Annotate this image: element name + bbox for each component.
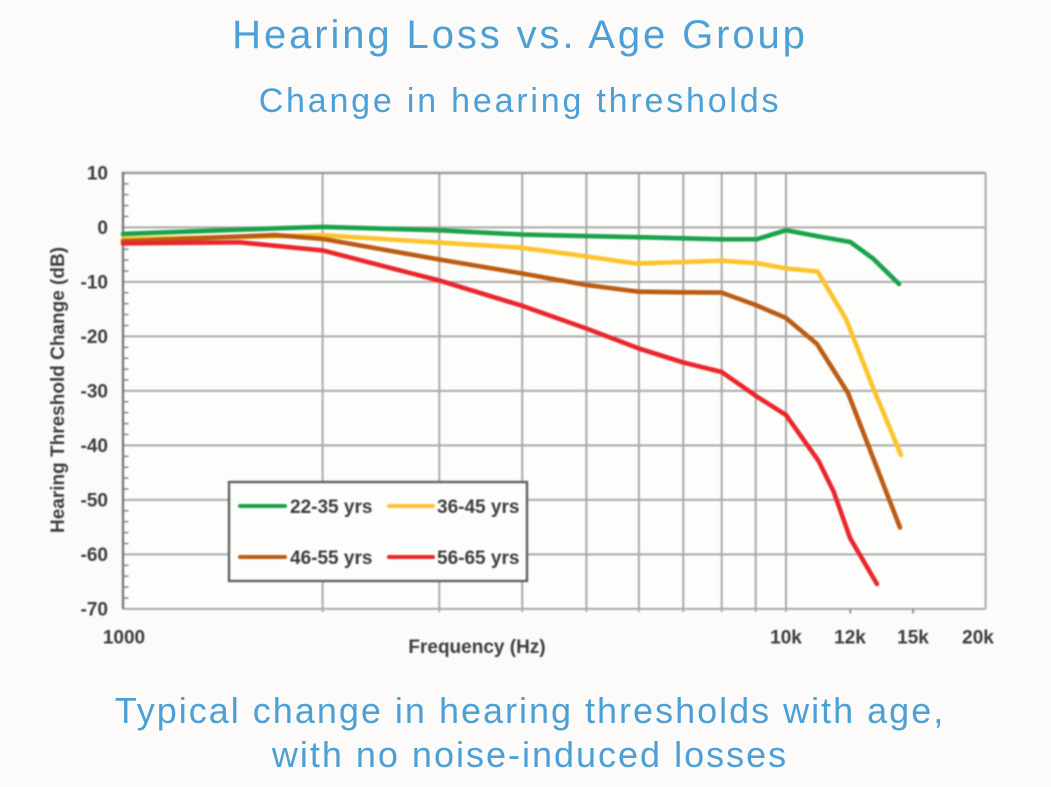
svg-text:10: 10 (87, 164, 108, 185)
svg-text:-10: -10 (81, 273, 108, 294)
svg-text:56-65 yrs: 56-65 yrs (437, 548, 519, 569)
svg-text:20k: 20k (962, 628, 994, 649)
svg-text:46-55 yrs: 46-55 yrs (290, 548, 372, 569)
svg-text:22-35 yrs: 22-35 yrs (290, 497, 372, 518)
svg-text:Frequency (Hz): Frequency (Hz) (408, 637, 545, 658)
svg-text:-70: -70 (81, 600, 108, 621)
svg-text:15k: 15k (897, 628, 929, 649)
svg-text:-60: -60 (81, 545, 108, 566)
svg-text:10k: 10k (770, 628, 802, 649)
svg-text:Hearing Threshold Change (dB): Hearing Threshold Change (dB) (48, 247, 69, 533)
svg-text:36-45 yrs: 36-45 yrs (437, 497, 519, 518)
svg-text:0: 0 (97, 218, 108, 239)
svg-text:-30: -30 (81, 382, 108, 403)
svg-text:-20: -20 (81, 327, 108, 348)
svg-text:1000: 1000 (103, 628, 145, 649)
svg-text:12k: 12k (834, 628, 866, 649)
svg-text:-50: -50 (81, 491, 108, 512)
svg-text:-40: -40 (81, 436, 108, 457)
